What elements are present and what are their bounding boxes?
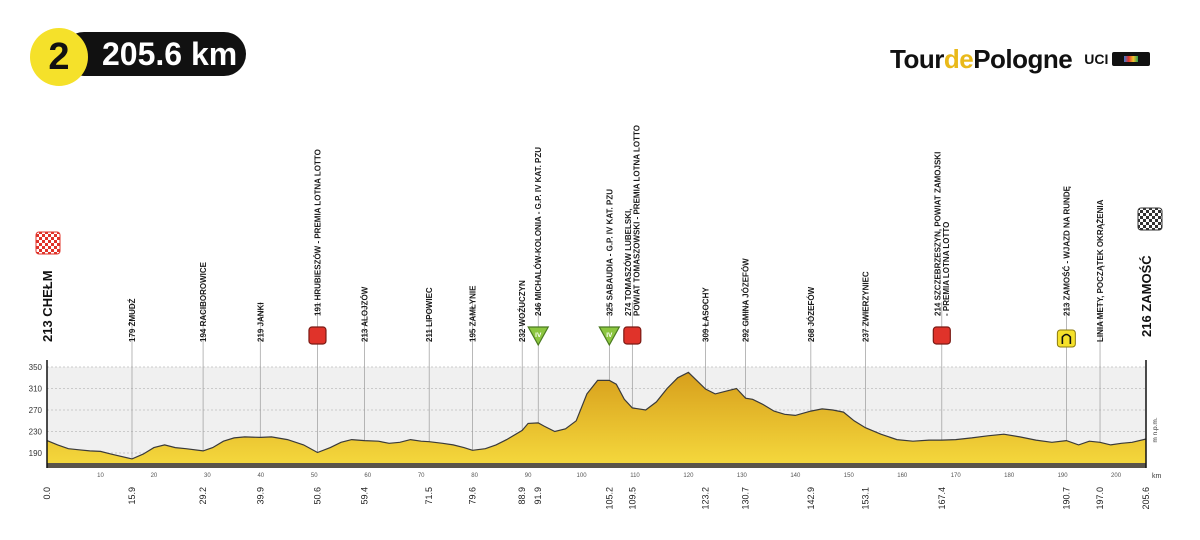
- waypoint-label: POWIAT TOMASZOWSKI - PREMIA LOTNA LOTTO: [633, 125, 642, 316]
- x-tick-label: 150: [844, 473, 855, 479]
- x-tick-label: 160: [897, 473, 908, 479]
- x-tick-label: 40: [257, 473, 264, 479]
- x-tick-label: 10: [97, 473, 104, 479]
- brand-wordmark: TourdePologne: [890, 43, 1073, 74]
- cumulative-km-label: 91.9: [533, 487, 543, 505]
- kom-category-label: IV: [606, 332, 613, 339]
- x-tick-label: 170: [951, 473, 962, 479]
- cumulative-km-label: 59.4: [360, 487, 370, 505]
- waypoint-label: 246 MICHALÓW-KOLONIA - G.P. IV KAT. PZU: [534, 147, 543, 316]
- waypoint-label: 211 LIPOWIEC: [425, 287, 434, 342]
- y-tick-label: 310: [29, 385, 43, 394]
- cumulative-km-label: 50.6: [312, 487, 322, 505]
- cumulative-km-label: 15.9: [127, 487, 137, 505]
- x-tick-label: 110: [630, 473, 640, 479]
- waypoint-label: 232 WOŹUCZYN: [518, 280, 527, 342]
- waypoint-label: 292 GMINA JÓZEFÓW: [742, 258, 751, 342]
- waypoint-label: 268 JÓZEFÓW: [807, 286, 816, 342]
- x-tick-label: 70: [418, 473, 425, 479]
- x-tick-label: 30: [204, 473, 211, 479]
- lap-arrow-icon: [1061, 333, 1072, 344]
- start-town-label: 213 CHEŁM: [40, 270, 55, 342]
- x-tick-label: 50: [311, 473, 318, 479]
- uci-logo: UCI: [1084, 51, 1109, 67]
- waypoint-label: 219 JANKI: [256, 302, 265, 342]
- sprint-marker-icon: [308, 326, 327, 345]
- cumulative-km-label: 79.6: [467, 487, 477, 505]
- stage-number-badge: 2: [30, 28, 88, 86]
- cumulative-km-label: 142.9: [806, 487, 816, 510]
- profile-area: [47, 372, 1146, 463]
- cumulative-km-label: 153.1: [860, 487, 870, 510]
- profile-line: [46, 371, 1147, 460]
- x-tick-label: 180: [1004, 473, 1015, 479]
- waypoint-label: 237 ZWIERZYNIEC: [861, 271, 870, 342]
- x-tick-label: 200: [1111, 473, 1122, 479]
- x-axis-unit-label: km: [1152, 473, 1162, 480]
- y-tick-label: 230: [29, 428, 43, 437]
- cumulative-km-label: 167.4: [937, 487, 947, 510]
- uci-world-tour-icon: [1112, 52, 1151, 66]
- start-flag-icon: [35, 231, 61, 255]
- waypoint-label: 194 RACIBOROWICE: [199, 261, 208, 342]
- x-tick-label: 90: [525, 473, 532, 479]
- cumulative-km-label: 130.7: [741, 487, 751, 510]
- cumulative-km-label: 205.6: [1141, 487, 1151, 510]
- x-tick-label: 130: [737, 473, 748, 479]
- sprint-marker-icon: [932, 326, 951, 345]
- cumulative-km-label: 39.9: [255, 487, 265, 505]
- cumulative-km-label: 88.9: [517, 487, 527, 505]
- x-tick-label: 60: [364, 473, 371, 479]
- waypoint-label: 309 ŁASOCHY: [702, 287, 711, 342]
- waypoint-label: 213 ALOJZÓW: [361, 286, 370, 342]
- cumulative-km-label: 190.7: [1061, 487, 1071, 510]
- waypoint-label: LINIA METY, POCZĄTEK OKRĄŻENIA: [1096, 199, 1105, 342]
- finish-town-label: 216 ZAMOŚĆ: [1139, 255, 1154, 337]
- cumulative-km-label: 29.2: [198, 487, 208, 505]
- waypoint-label: 191 HRUBIESZÓW - PREMIA LOTNA LOTTO: [313, 149, 322, 316]
- lap-entry-marker-icon: [1056, 329, 1076, 348]
- cumulative-km-label: 71.5: [424, 487, 434, 505]
- y-tick-label: 350: [29, 363, 43, 372]
- cumulative-km-label: 109.5: [627, 487, 637, 510]
- cumulative-km-label: 105.2: [604, 487, 614, 510]
- profile-base-bar: [47, 463, 1146, 468]
- sprint-marker-icon: [623, 326, 642, 345]
- waypoint-label: - PREMIA LOTNA LOTTO: [942, 222, 951, 316]
- x-tick-label: 120: [683, 473, 694, 479]
- stage-distance-badge: 205.6 km: [62, 32, 246, 76]
- finish-flag-icon: [1137, 207, 1163, 231]
- x-tick-label: 100: [577, 473, 588, 479]
- cumulative-km-label: 123.2: [701, 487, 711, 510]
- y-tick-label: 270: [29, 406, 43, 415]
- waypoint-label: 214 SZCZEBRZESZYN, POWIAT ZAMOJSKI: [934, 152, 943, 316]
- kom-category-label: IV: [535, 332, 542, 339]
- waypoint-label: 179 ŻMUDŹ: [128, 298, 137, 342]
- x-tick-label: 20: [151, 473, 158, 479]
- x-tick-label: 190: [1058, 473, 1069, 479]
- kom-marker-icon: [598, 326, 621, 347]
- y-tick-label: 190: [29, 449, 43, 458]
- waypoint-label: 325 SABAUDIA - G.P. IV KAT. PZU: [605, 189, 614, 316]
- waypoint-label: 195 ZAMŁYNIE: [468, 285, 477, 342]
- x-tick-label: 80: [471, 473, 478, 479]
- cumulative-km-label: 0.0: [42, 487, 52, 500]
- waypoint-label: 274 TOMASZÓW LUBELSKI,: [624, 209, 633, 316]
- x-tick-label: 140: [790, 473, 801, 479]
- cumulative-km-label: 197.0: [1095, 487, 1105, 510]
- y-axis-unit-label: m n.p.m.: [1152, 417, 1159, 442]
- tour-de-pologne-logo: TourdePologne UCI: [890, 42, 1151, 76]
- waypoint-label: 213 ZAMOŚĆ - WJAZD NA RUNDĘ: [1062, 185, 1071, 316]
- kom-marker-icon: [527, 326, 550, 347]
